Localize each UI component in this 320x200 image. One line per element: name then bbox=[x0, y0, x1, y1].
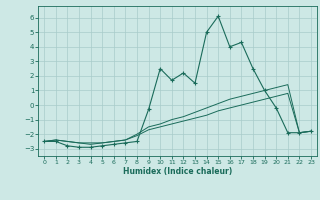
X-axis label: Humidex (Indice chaleur): Humidex (Indice chaleur) bbox=[123, 167, 232, 176]
